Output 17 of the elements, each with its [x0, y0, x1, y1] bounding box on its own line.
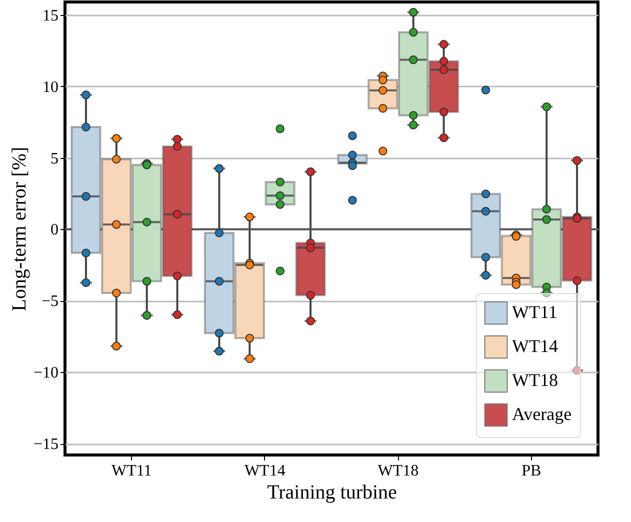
legend-label: WT11 — [512, 302, 558, 322]
x-tick-label: WT14 — [244, 462, 286, 480]
legend-label: WT18 — [512, 370, 558, 390]
y-tick-label: 15 — [42, 7, 58, 24]
y-tick-label: 0 — [50, 222, 58, 239]
legend-label: WT14 — [512, 336, 558, 356]
y-tick-label: 10 — [42, 78, 58, 96]
x-tick-label: WT11 — [111, 462, 152, 480]
y-tick-label: −10 — [33, 364, 58, 382]
y-tick-label: 5 — [50, 150, 58, 168]
y-axis-title: Long-term error [%] — [8, 146, 30, 312]
legend-label: Average — [512, 404, 572, 424]
x-tick-label: WT18 — [378, 462, 419, 480]
y-tick-label: −15 — [33, 436, 58, 454]
x-tick-label: PB — [522, 462, 542, 480]
y-tick-label: −5 — [41, 293, 58, 310]
x-axis-title: Training turbine — [267, 482, 398, 504]
